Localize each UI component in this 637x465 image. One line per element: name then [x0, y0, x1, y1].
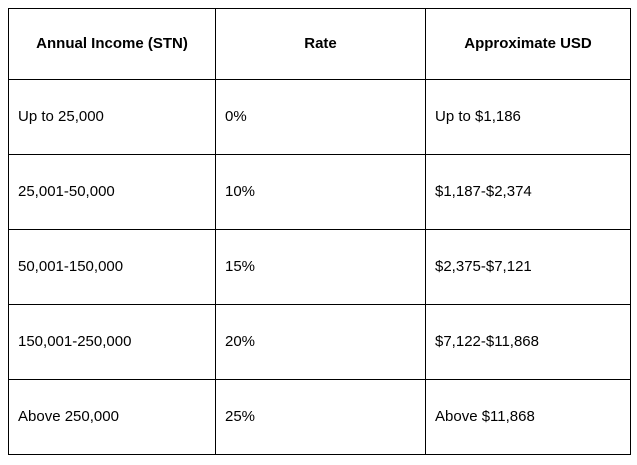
cell-usd: $2,375-$7,121	[425, 229, 631, 305]
table-row: Up to 25,000 0% Up to $1,186	[8, 79, 631, 155]
cell-rate: 25%	[215, 379, 426, 455]
cell-income: 150,001-250,000	[8, 304, 216, 380]
table-row: 50,001-150,000 15% $2,375-$7,121	[8, 229, 631, 305]
cell-usd: Up to $1,186	[425, 79, 631, 155]
cell-income: Above 250,000	[8, 379, 216, 455]
table-row: 150,001-250,000 20% $7,122-$11,868	[8, 304, 631, 380]
cell-income: 50,001-150,000	[8, 229, 216, 305]
table-row: Above 250,000 25% Above $11,868	[8, 379, 631, 455]
cell-income: Up to 25,000	[8, 79, 216, 155]
column-header-approximate-usd: Approximate USD	[425, 8, 631, 80]
table-row: 25,001-50,000 10% $1,187-$2,374	[8, 154, 631, 230]
column-header-annual-income: Annual Income (STN)	[8, 8, 216, 80]
cell-rate: 10%	[215, 154, 426, 230]
cell-usd: Above $11,868	[425, 379, 631, 455]
cell-usd: $7,122-$11,868	[425, 304, 631, 380]
cell-rate: 20%	[215, 304, 426, 380]
cell-rate: 15%	[215, 229, 426, 305]
tax-rate-table: Annual Income (STN) Rate Approximate USD…	[8, 8, 631, 455]
cell-usd: $1,187-$2,374	[425, 154, 631, 230]
table-header-row: Annual Income (STN) Rate Approximate USD	[8, 8, 631, 80]
cell-income: 25,001-50,000	[8, 154, 216, 230]
cell-rate: 0%	[215, 79, 426, 155]
column-header-rate: Rate	[215, 8, 426, 80]
